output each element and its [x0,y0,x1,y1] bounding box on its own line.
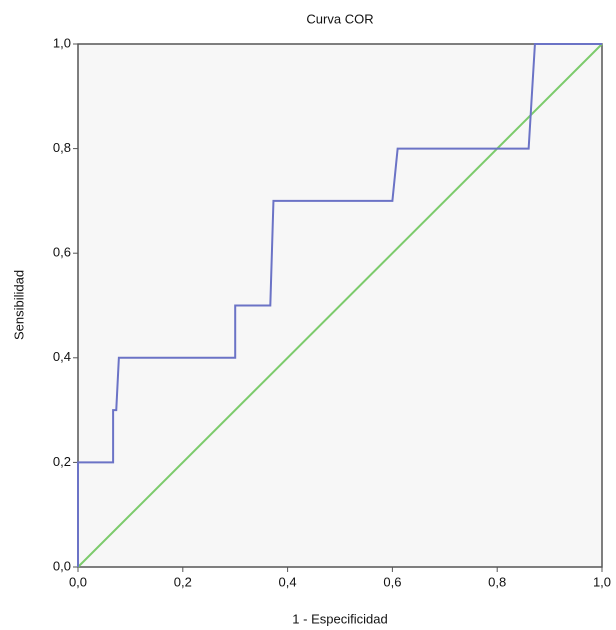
x-tick-label: 0,4 [279,574,297,589]
x-tick-label: 0,0 [69,574,87,589]
line-series [77,43,603,568]
y-tick-label: 0,8 [53,140,71,155]
y-axis-label: Sensibilidad [11,270,26,340]
x-axis-label: 1 - Especificidad [292,611,387,626]
chart-title: Curva COR [306,11,373,26]
y-tick-label: 0,4 [53,349,71,364]
x-tick-label: 0,8 [488,574,506,589]
y-tick-label: 0,2 [53,454,71,469]
y-tick-label: 1,0 [53,35,71,50]
x-tick-label: 1,0 [593,574,611,589]
x-tick-label: 0,2 [174,574,192,589]
y-tick-label: 0,6 [53,245,71,260]
line-series [77,43,602,567]
y-tick-label: 0,0 [53,558,71,573]
x-tick-label: 0,6 [383,574,401,589]
